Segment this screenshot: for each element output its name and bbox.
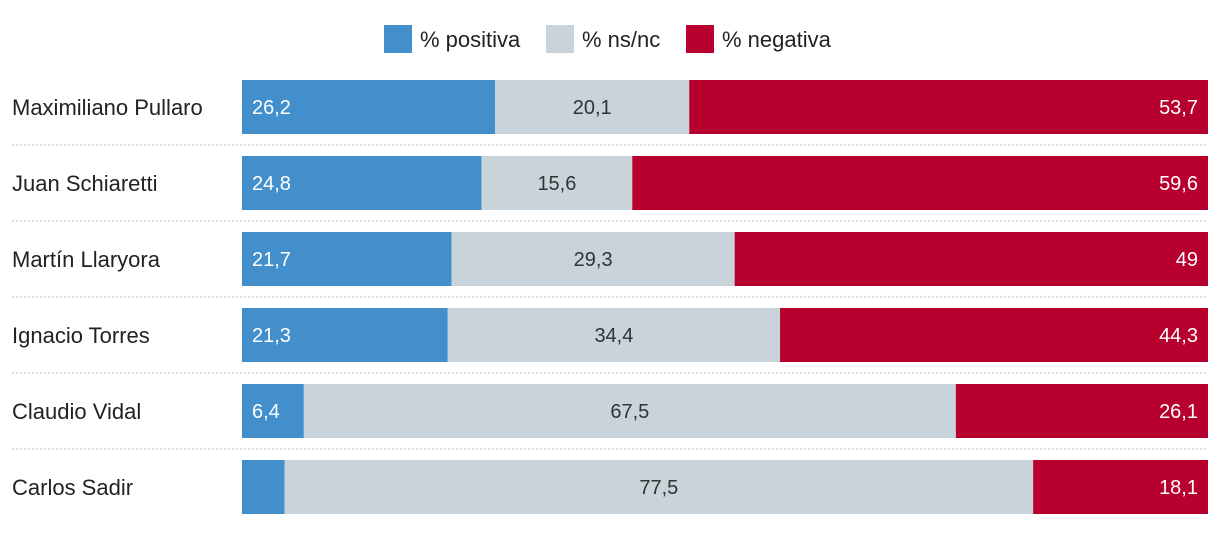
legend-label-ns-nc: % ns/nc <box>582 27 660 52</box>
data-label-negativa-claudio-vidal: 26,1 <box>1159 401 1198 423</box>
bar-positiva-juan-schiaretti <box>242 156 482 210</box>
data-label-negativa-carlos-sadir: 18,1 <box>1159 477 1198 499</box>
data-label-negativa-martin-llaryora: 49 <box>1176 249 1198 271</box>
category-label-juan-schiaretti: Juan Schiaretti <box>12 171 158 196</box>
data-label-negativa-maximiliano-pullaro: 53,7 <box>1159 97 1198 119</box>
data-label-negativa-juan-schiaretti: 59,6 <box>1159 173 1198 195</box>
data-label-positiva-maximiliano-pullaro: 26,2 <box>252 97 291 119</box>
bars <box>242 80 1208 514</box>
data-label-positiva-juan-schiaretti: 24,8 <box>252 173 291 195</box>
bar-positiva-ignacio-torres <box>242 308 448 362</box>
data-label-ns-nc-claudio-vidal: 67,5 <box>610 401 649 423</box>
data-label-ns-nc-carlos-sadir: 77,5 <box>639 477 678 499</box>
data-label-ns-nc-martin-llaryora: 29,3 <box>574 249 613 271</box>
data-label-ns-nc-maximiliano-pullaro: 20,1 <box>573 97 612 119</box>
legend-swatch-negativa <box>686 25 714 53</box>
bar-positiva-carlos-sadir <box>242 460 285 514</box>
data-label-ns-nc-juan-schiaretti: 15,6 <box>537 173 576 195</box>
bar-ns-nc-maximiliano-pullaro <box>495 80 690 134</box>
category-label-ignacio-torres: Ignacio Torres <box>12 323 150 348</box>
category-label-carlos-sadir: Carlos Sadir <box>12 475 133 500</box>
bar-ns-nc-carlos-sadir <box>284 460 1034 514</box>
bar-negativa-juan-schiaretti <box>632 156 1208 210</box>
bar-negativa-martin-llaryora <box>734 232 1208 286</box>
bar-ns-nc-ignacio-torres <box>447 308 781 362</box>
data-label-positiva-ignacio-torres: 21,3 <box>252 325 291 347</box>
bar-negativa-claudio-vidal <box>955 384 1208 438</box>
bar-ns-nc-martin-llaryora <box>451 232 735 286</box>
legend-swatch-positiva <box>384 25 412 53</box>
data-label-negativa-ignacio-torres: 44,3 <box>1159 325 1198 347</box>
data-label-positiva-claudio-vidal: 6,4 <box>252 401 280 423</box>
legend-label-negativa: % negativa <box>722 27 832 52</box>
bar-negativa-carlos-sadir <box>1033 460 1208 514</box>
legend-swatch-ns-nc <box>546 25 574 53</box>
bar-negativa-maximiliano-pullaro <box>689 80 1208 134</box>
bar-ns-nc-juan-schiaretti <box>481 156 633 210</box>
bar-ns-nc-claudio-vidal <box>303 384 956 438</box>
data-label-positiva-martin-llaryora: 21,7 <box>252 249 291 271</box>
bar-positiva-maximiliano-pullaro <box>242 80 496 134</box>
category-label-maximiliano-pullaro: Maximiliano Pullaro <box>12 95 203 120</box>
category-labels: Maximiliano Pullaro Juan Schiaretti Martín… <box>12 95 203 500</box>
row-separators <box>12 144 1208 450</box>
legend-label-positiva: % positiva <box>420 27 521 52</box>
bar-positiva-martin-llaryora <box>242 232 452 286</box>
category-label-martin-llaryora: Martín Llaryora <box>12 247 161 272</box>
data-labels: 26,2 20,1 53,7 24,8 15,6 59,6 21,7 29,3 49 21,3 34… <box>252 97 1198 499</box>
bar-negativa-ignacio-torres <box>780 308 1208 362</box>
data-label-ns-nc-ignacio-torres: 34,4 <box>594 325 633 347</box>
legend: % positiva % ns/nc % negativa <box>384 25 832 53</box>
category-label-claudio-vidal: Claudio Vidal <box>12 399 141 424</box>
bar-positiva-claudio-vidal <box>242 384 304 438</box>
